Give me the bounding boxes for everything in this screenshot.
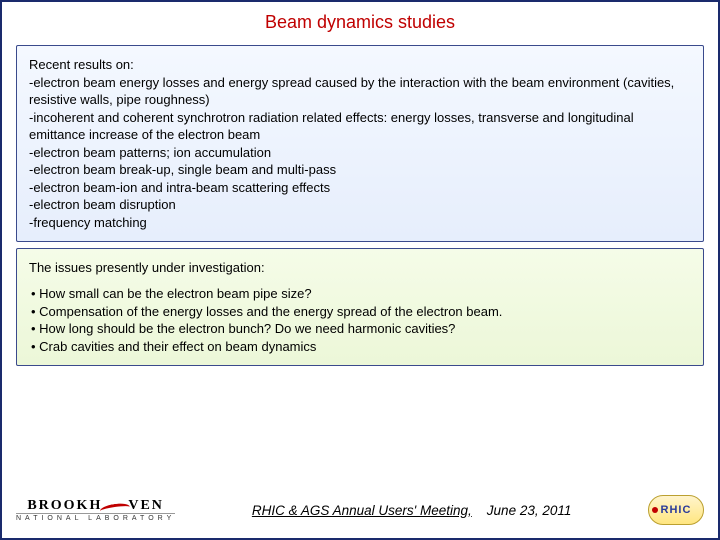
bnl-text-right: VEN	[128, 499, 164, 513]
recent-items-list: -electron beam energy losses and energy …	[29, 74, 691, 232]
rhic-logo-text: RHIC	[661, 504, 692, 516]
issues-heading: The issues presently under investigation…	[29, 259, 691, 277]
issue-bullet: • Crab cavities and their effect on beam…	[29, 338, 691, 356]
issue-bullet: • Compensation of the energy losses and …	[29, 303, 691, 321]
footer: BROOKH VEN NATIONAL LABORATORY RHIC & AG…	[16, 490, 704, 530]
recent-results-box: Recent results on: -electron beam energy…	[16, 45, 704, 242]
recent-item: -incoherent and coherent synchrotron rad…	[29, 109, 691, 144]
bnl-logo-sub: NATIONAL LABORATORY	[16, 513, 175, 522]
issue-bullet: • How small can be the electron beam pip…	[29, 285, 691, 303]
recent-item: -electron beam patterns; ion accumulatio…	[29, 144, 691, 162]
bnl-text-left: BROOKH	[27, 499, 102, 513]
slide-title: Beam dynamics studies	[2, 2, 718, 39]
recent-heading: Recent results on:	[29, 56, 691, 74]
recent-item: -frequency matching	[29, 214, 691, 232]
rhic-dot-icon	[652, 507, 658, 513]
rhic-logo: RHIC	[648, 495, 704, 525]
recent-item: -electron beam disruption	[29, 196, 691, 214]
meeting-name: RHIC & AGS Annual Users' Meeting,	[252, 503, 472, 518]
brookhaven-logo: BROOKH VEN NATIONAL LABORATORY	[16, 499, 175, 522]
issues-bullets-list: • How small can be the electron beam pip…	[29, 285, 691, 355]
issues-box: The issues presently under investigation…	[16, 248, 704, 366]
recent-item: -electron beam energy losses and energy …	[29, 74, 691, 109]
issue-bullet: • How long should be the electron bunch?…	[29, 320, 691, 338]
footer-meeting-text: RHIC & AGS Annual Users' Meeting, June 2…	[175, 503, 648, 518]
meeting-date: June 23, 2011	[487, 503, 572, 518]
recent-item: -electron beam-ion and intra-beam scatte…	[29, 179, 691, 197]
recent-item: -electron beam break-up, single beam and…	[29, 161, 691, 179]
bnl-logo-main: BROOKH VEN	[27, 499, 164, 513]
